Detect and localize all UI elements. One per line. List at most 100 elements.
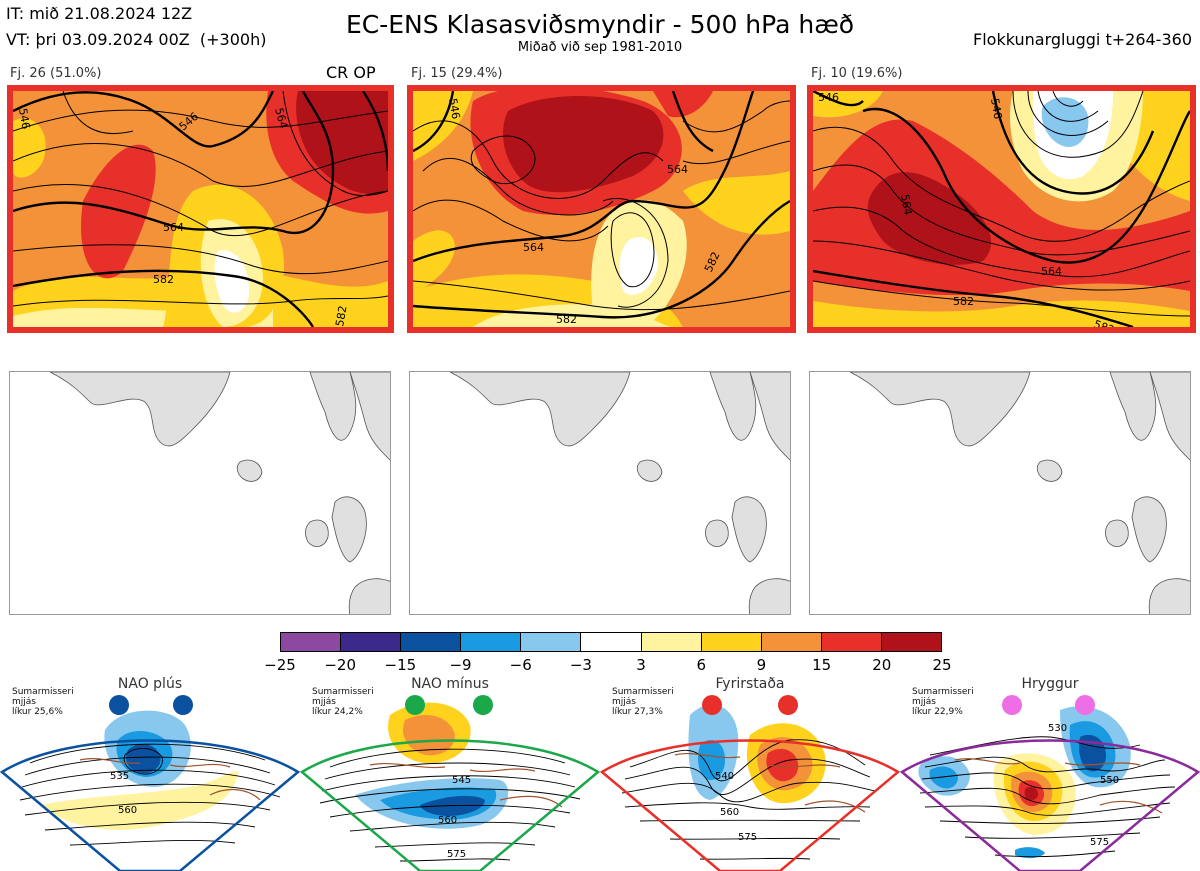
regime-dot (405, 695, 425, 715)
contour-label: 582 (556, 313, 577, 326)
regime-prob: líkur 27,3% (612, 707, 663, 717)
classification-window: Flokkunargluggi t+264-360 (973, 30, 1192, 49)
colorbar-tick-label: −20 (324, 656, 356, 674)
contour-label: 582 (153, 273, 174, 286)
regime-name: Hryggur (1021, 676, 1079, 692)
contour-label: 546 (16, 107, 32, 130)
anomaly-field-1: 546 564 582 546 564 582 (13, 91, 388, 327)
blank-map-3 (809, 371, 1191, 615)
colorbar-tick-label: 15 (812, 656, 832, 674)
colorbar-tick-label: −25 (264, 656, 296, 674)
contour-label: 575 (738, 832, 757, 843)
regime-metric: mjjás (612, 697, 636, 707)
regime-dot (473, 695, 493, 715)
anomaly-field-3: 546 564 582 546 564 582 (813, 91, 1190, 327)
regime-blocking: 540 560 575 Fyrirstaða Sumarmisseri mjjá… (600, 675, 900, 871)
contour-label: 550 (1100, 775, 1119, 786)
page-title: EC-ENS Klasasviðsmyndir - 500 hPa hæð (345, 10, 855, 39)
colorbar-tick-label: 9 (756, 656, 767, 674)
colorbar-segment (641, 633, 702, 651)
regime-ridge: 530 550 575 Hryggur Sumarmisseri mjjás l… (900, 675, 1200, 871)
regime-info: Sumarmisseri mjjás líkur 24,2% (312, 687, 374, 717)
issue-time: IT: mið 21.08.2024 12Z (6, 4, 193, 23)
colorbar-segment (701, 633, 762, 651)
anomaly-field-2: 546 564 582 564 582 (413, 91, 790, 327)
colorbar-segment (281, 633, 342, 651)
colorbar (280, 632, 942, 652)
colorbar-segment (821, 633, 882, 651)
regime-dot (778, 695, 798, 715)
colorbar-segment (881, 633, 942, 651)
contour-label: 546 (446, 97, 462, 120)
regime-dot (173, 695, 193, 715)
regime-prob: líkur 24,2% (312, 707, 363, 717)
regime-season: Sumarmisseri (312, 687, 374, 697)
colorbar-tick-label: 20 (872, 656, 892, 674)
regime-dot (1002, 695, 1022, 715)
regime-dot (109, 695, 129, 715)
colorbar-tick-label: 6 (696, 656, 707, 674)
contour-label: 535 (110, 771, 129, 782)
colorbar-tick-label: 3 (636, 656, 646, 674)
contour-label: 545 (452, 775, 471, 786)
panel-1-tag: CR OP (326, 63, 376, 82)
colorbar-segment (581, 633, 642, 651)
contour-label: 575 (447, 849, 466, 860)
regime-name: NAO mínus (411, 676, 489, 692)
regime-nao-minus: 545 560 575 NAO mínus Sumarmisseri mjjás… (300, 675, 600, 871)
colorbar-tick-label: −15 (384, 656, 417, 674)
regime-metric: mjjás (12, 697, 36, 707)
regime-info: Sumarmisseri mjjás líkur 25,6% (12, 687, 74, 717)
regime-name: Fyrirstaða (715, 676, 785, 692)
contour-label: 564 (163, 221, 184, 234)
contour-label: 582 (333, 305, 349, 327)
regime-nao-plus: 535 560 NAO plús Sumarmisseri mjjás líku… (0, 675, 300, 871)
colorbar-tick-label: 25 (932, 656, 952, 674)
colorbar-segment (401, 633, 462, 651)
cluster-map-3: 546 564 582 546 564 582 (807, 85, 1196, 333)
contour-label: 546 (988, 97, 1004, 120)
regime-dot (702, 695, 722, 715)
contour-label: 564 (1041, 265, 1062, 278)
contour-label: 530 (1048, 723, 1067, 734)
blank-map-2 (409, 371, 791, 615)
cluster-map-1: 546 564 582 546 564 582 (7, 85, 394, 333)
colorbar-segment (341, 633, 402, 651)
colorbar-tick-label: −3 (569, 656, 592, 674)
contour-label: 564 (272, 106, 290, 130)
contour-label: 564 (667, 163, 688, 176)
contour-label: 560 (438, 815, 457, 826)
panel-3-label: Fj. 10 (19.6%) (811, 66, 903, 81)
contour-label: 546 (818, 91, 839, 104)
contour-label: 560 (118, 805, 137, 816)
regime-info: Sumarmisseri mjjás líkur 22,9% (912, 687, 974, 717)
blank-map-1 (9, 371, 391, 615)
colorbar-segment (761, 633, 822, 651)
cluster-map-2: 546 564 582 564 582 (407, 85, 796, 333)
contour-label: 560 (720, 807, 739, 818)
regime-prob: líkur 25,6% (12, 707, 63, 717)
regime-season: Sumarmisseri (612, 687, 674, 697)
colorbar-tick-label: −6 (509, 656, 532, 674)
regime-metric: mjjás (312, 697, 336, 707)
colorbar-segment (461, 633, 522, 651)
regime-season: Sumarmisseri (12, 687, 74, 697)
valid-time: VT: þri 03.09.2024 00Z (+300h) (6, 30, 267, 49)
regime-prob: líkur 22,9% (912, 707, 963, 717)
regime-dot (1075, 695, 1095, 715)
regime-metric: mjjás (912, 697, 936, 707)
contour-label: 575 (1090, 837, 1109, 848)
contour-label: 540 (715, 771, 734, 782)
regime-season: Sumarmisseri (912, 687, 974, 697)
page-subtitle: Miðað við sep 1981-2010 (517, 40, 683, 55)
panel-2-label: Fj. 15 (29.4%) (411, 66, 503, 81)
colorbar-tick-label: −9 (449, 656, 472, 674)
contour-label: 582 (1092, 318, 1116, 327)
regime-info: Sumarmisseri mjjás líkur 27,3% (612, 687, 674, 717)
contour-label: 582 (953, 295, 974, 308)
contour-label: 564 (898, 193, 914, 216)
contour-label: 564 (523, 241, 544, 254)
panel-1-label: Fj. 26 (51.0%) (10, 66, 102, 81)
regime-name: NAO plús (117, 676, 183, 692)
colorbar-segment (521, 633, 582, 651)
